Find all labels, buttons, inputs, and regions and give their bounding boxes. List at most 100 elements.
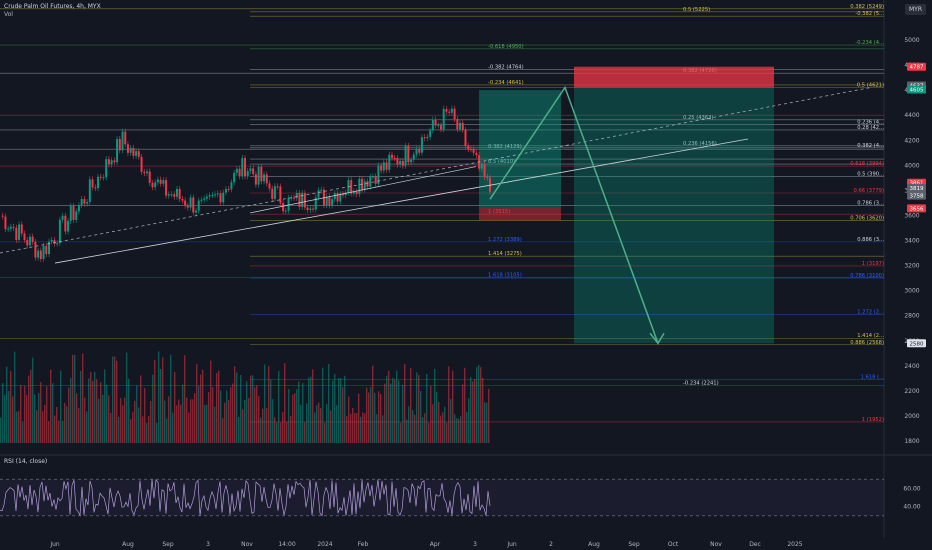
currency-badge[interactable]: MYR [904,4,926,15]
projection-arrowhead [649,332,665,345]
fib-label-33: 1 (1952) [862,417,884,423]
volume-bar-130 [260,417,262,443]
volume-bar-2 [4,394,6,443]
chart-header: Crude Palm Oil Futures, 4h, MYX Vol [4,3,101,19]
volume-bar-113 [226,390,228,443]
volume-bar-102 [204,404,206,443]
volume-bar-39 [78,407,80,443]
volume-bar-172 [344,375,346,443]
volume-bar-238 [476,367,478,443]
time-label-3: 3 [206,541,210,548]
volume-bar-145 [290,415,292,443]
symbol-title[interactable]: Crude Palm Oil Futures, 4h, MYX [4,3,101,10]
volume-bar-195 [390,383,392,443]
volume-bar-157 [314,412,316,443]
candle-body-142 [385,162,388,170]
candle-body-104 [282,203,285,212]
volume-bar-41 [82,353,84,443]
candle-body-167 [453,108,456,120]
volume-bar-207 [414,414,416,443]
candle-body-20 [53,239,56,244]
candle-body-88 [238,168,241,177]
volume-bar-146 [292,394,294,443]
volume-bar-179 [358,393,360,443]
candle-body-46 [124,131,127,145]
candle-body-32 [86,201,89,204]
volume-bar-109 [218,370,220,443]
price-tick-13: 2400 [904,363,919,370]
candle-body-4 [9,226,12,229]
volume-bar-64 [128,378,130,443]
candle-body-130 [352,191,355,194]
volume-bar-173 [346,416,348,443]
fib-label-25: 1 (3197) [862,261,884,267]
candle-body-13 [34,241,37,258]
volume-bar-159 [318,402,320,443]
volume-bar-81 [162,357,164,443]
volume-bar-42 [84,397,86,443]
candle-body-151 [410,159,413,163]
candle-body-19 [50,239,53,242]
volume-bar-30 [60,370,62,443]
price-tag-bg-0 [907,62,926,71]
candle-body-172 [467,145,470,149]
volume-bar-1 [2,383,4,443]
volume-bar-34 [68,387,70,443]
candle-body-41 [110,160,113,165]
time-label-15: Nov [710,541,722,548]
volume-bar-187 [374,392,376,443]
price-tick-10: 3000 [904,288,919,295]
trendline-support [54,138,749,264]
volume-bar-91 [182,384,184,443]
candle-body-78 [211,194,214,196]
fib-label-12: 0.382 (4129) [488,144,522,150]
candle-body-98 [265,174,268,184]
volume-bar-197 [394,379,396,443]
volume-bar-152 [304,422,306,443]
volume-bar-186 [372,365,374,443]
candle-body-110 [298,192,301,207]
volume-bar-104 [208,391,210,443]
candle-body-51 [137,151,140,157]
volume-bar-205 [410,367,412,443]
volume-bar-196 [392,377,394,443]
volume-bar-147 [294,393,296,443]
candle-body-156 [423,137,426,139]
volume-bar-133 [266,408,268,443]
candle-body-147 [399,160,402,165]
volume-bar-76 [152,374,154,443]
candle-body-113 [306,207,309,210]
fib-label-11: 0.28 (42... [857,125,884,131]
volume-bar-244 [488,388,490,443]
volume-bar-32 [64,402,66,443]
candle-body-173 [469,148,472,150]
volume-bar-231 [462,384,464,443]
candle-body-164 [445,109,448,112]
volume-bar-192 [384,383,386,443]
volume-bar-37 [74,354,76,443]
volume-bar-36 [72,354,74,443]
volume-bar-163 [326,404,328,443]
volume-bar-40 [80,370,82,443]
candle-body-67 [181,199,184,201]
time-label-0: Jun [49,541,60,548]
volume-bar-48 [96,379,98,443]
volume-bar-92 [184,355,186,443]
volume-bar-219 [438,401,440,443]
volume-bar-221 [442,412,444,443]
volume-bar-243 [486,402,488,443]
candle-body-155 [420,137,423,153]
candle-body-101 [273,186,276,199]
candle-body-2 [4,216,7,230]
volume-bar-153 [306,403,308,443]
price-tick-3: 4400 [904,112,919,119]
volume-bar-129 [258,396,260,443]
long-stop-zone [479,207,561,221]
volume-bar-223 [446,422,448,443]
fib-label-2: 0.5 (5225) [683,7,710,13]
candle-body-128 [347,180,350,193]
volume-bar-184 [368,392,370,443]
fib-label-21: 1 (3515) [488,209,510,215]
candle-body-117 [317,190,320,198]
